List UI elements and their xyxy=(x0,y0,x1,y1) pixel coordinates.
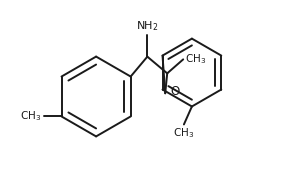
Text: NH$_2$: NH$_2$ xyxy=(136,19,159,33)
Text: O: O xyxy=(170,85,179,98)
Text: CH$_3$: CH$_3$ xyxy=(185,53,206,66)
Text: CH$_3$: CH$_3$ xyxy=(20,110,41,123)
Text: CH$_3$: CH$_3$ xyxy=(173,126,195,140)
